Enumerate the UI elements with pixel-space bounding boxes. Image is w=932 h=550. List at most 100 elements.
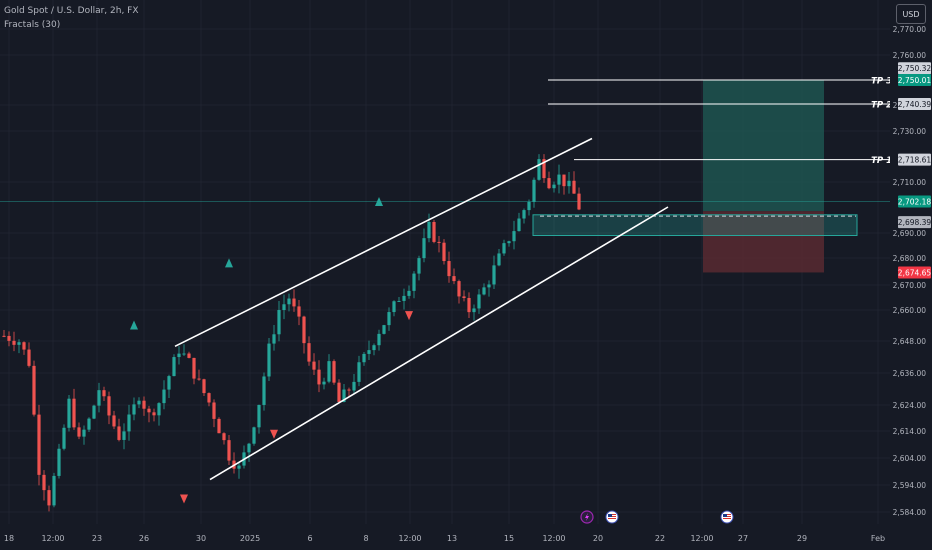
candle-body <box>527 201 531 211</box>
symbol-title[interactable]: Gold Spot / U.S. Dollar, 2h, FX <box>4 6 139 16</box>
candle-body <box>432 222 436 242</box>
candle-body <box>222 433 226 441</box>
price-tick-label: 2,624.00 <box>893 401 927 410</box>
candle-body <box>177 353 181 358</box>
price-tick-label: 2,648.00 <box>893 337 927 346</box>
candle-body <box>147 408 151 413</box>
candle-body <box>67 398 71 428</box>
candle-body <box>47 490 51 506</box>
target-levels[interactable]: TP 3 TP 2 TP 1 <box>548 76 892 166</box>
candle-body <box>452 276 456 282</box>
candle-body <box>462 296 466 298</box>
price-tag-label: 2,718.61 <box>898 156 932 165</box>
candle-body <box>167 376 171 390</box>
flag-icon-canton <box>608 514 612 517</box>
candle-body <box>422 238 426 259</box>
flag-icon-stripe <box>608 518 616 519</box>
candle-body <box>277 310 281 335</box>
candle-body <box>352 381 356 391</box>
time-tick-label: 29 <box>797 534 807 543</box>
candle-body <box>542 159 546 179</box>
candle-body <box>87 418 91 430</box>
channel-upper-line <box>174 137 593 348</box>
candle-body <box>507 241 511 244</box>
price-tag-box <box>898 216 931 229</box>
candle-body <box>292 298 296 307</box>
candle-body <box>2 335 6 337</box>
candle-body <box>152 412 156 416</box>
price-tick-label: 2,710.00 <box>893 178 927 187</box>
price-tag-label: 2,674.65 <box>898 268 932 277</box>
time-tick-label: 23 <box>92 534 102 543</box>
candle-body <box>442 242 446 262</box>
fractals <box>130 197 413 504</box>
candle-body <box>517 218 521 232</box>
price-tag-label: 2,740.39 <box>898 100 932 109</box>
candle-body <box>302 316 306 344</box>
candle-body <box>407 290 411 296</box>
lightning-icon[interactable] <box>580 510 594 524</box>
candle-body <box>257 404 261 428</box>
candle-body <box>467 297 471 313</box>
candle-body <box>212 402 216 419</box>
candle-body <box>377 333 381 346</box>
candle-body <box>522 210 526 219</box>
candle-body <box>72 398 76 428</box>
candle-body <box>97 390 101 406</box>
currency-button[interactable]: USD <box>896 4 926 24</box>
candle-body <box>202 379 206 394</box>
price-tick-label: 2,770.00 <box>893 25 927 34</box>
fractal-down-icon <box>405 311 413 321</box>
candle-body <box>52 475 56 506</box>
price-tick-label: 2,670.00 <box>893 281 927 290</box>
price-tag-box <box>898 98 931 111</box>
candle-body <box>342 389 346 402</box>
candle-body <box>137 400 141 405</box>
price-axis-bg <box>890 0 932 524</box>
candle-body <box>7 335 11 341</box>
us-flag-icon[interactable] <box>720 510 734 524</box>
candle-body <box>477 294 481 309</box>
candle-body <box>472 308 476 313</box>
candle-body <box>397 300 401 302</box>
fractal-down-icon <box>270 429 278 439</box>
candle-body <box>287 298 291 305</box>
flag-icon-stripe <box>723 518 731 519</box>
price-tick-label: 2,584.00 <box>893 508 927 517</box>
candle-body <box>417 258 421 274</box>
candle-body <box>487 284 491 288</box>
candle-body <box>337 382 341 402</box>
time-tick-label: 26 <box>139 534 149 543</box>
tp-level-label: TP 3 <box>871 76 892 86</box>
event-markers[interactable] <box>580 510 734 524</box>
channel-lower-line <box>209 206 669 481</box>
price-axis[interactable]: 2,770.002,760.002,740.002,730.002,710.00… <box>890 0 932 524</box>
time-tick-label: 12:00 <box>542 534 565 543</box>
candle-body <box>37 414 41 475</box>
price-tag-box <box>898 153 931 166</box>
candle-body <box>282 304 286 311</box>
candle-body <box>117 426 121 440</box>
candle-body <box>82 429 86 437</box>
candle-body <box>322 381 326 385</box>
trend-channel[interactable] <box>174 137 669 481</box>
indicator-label[interactable]: Fractals (30) <box>4 20 61 30</box>
price-tag-label: 2,702.18 <box>898 198 932 207</box>
candle-body <box>237 465 241 469</box>
candle-body <box>207 393 211 403</box>
candle-body <box>267 343 271 377</box>
price-tag-box <box>898 195 931 208</box>
position-zones <box>0 79 890 273</box>
price-tick-label: 2,636.00 <box>893 369 927 378</box>
candle-body <box>262 376 266 405</box>
time-tick-label: 30 <box>196 534 206 543</box>
candle-body <box>492 265 496 285</box>
time-axis[interactable]: 18 12:00 23 26 30 2025 6 8 12:00 13 15 12:00 20 22 12:… <box>0 524 932 550</box>
price-tick-label: 2,680.00 <box>893 254 927 263</box>
price-tag-box <box>898 73 931 86</box>
candle-body <box>77 427 81 437</box>
tp-level-label: TP 1 <box>871 156 892 166</box>
price-tick-label: 2,660.00 <box>893 306 927 315</box>
us-flag-icon[interactable] <box>605 510 619 524</box>
